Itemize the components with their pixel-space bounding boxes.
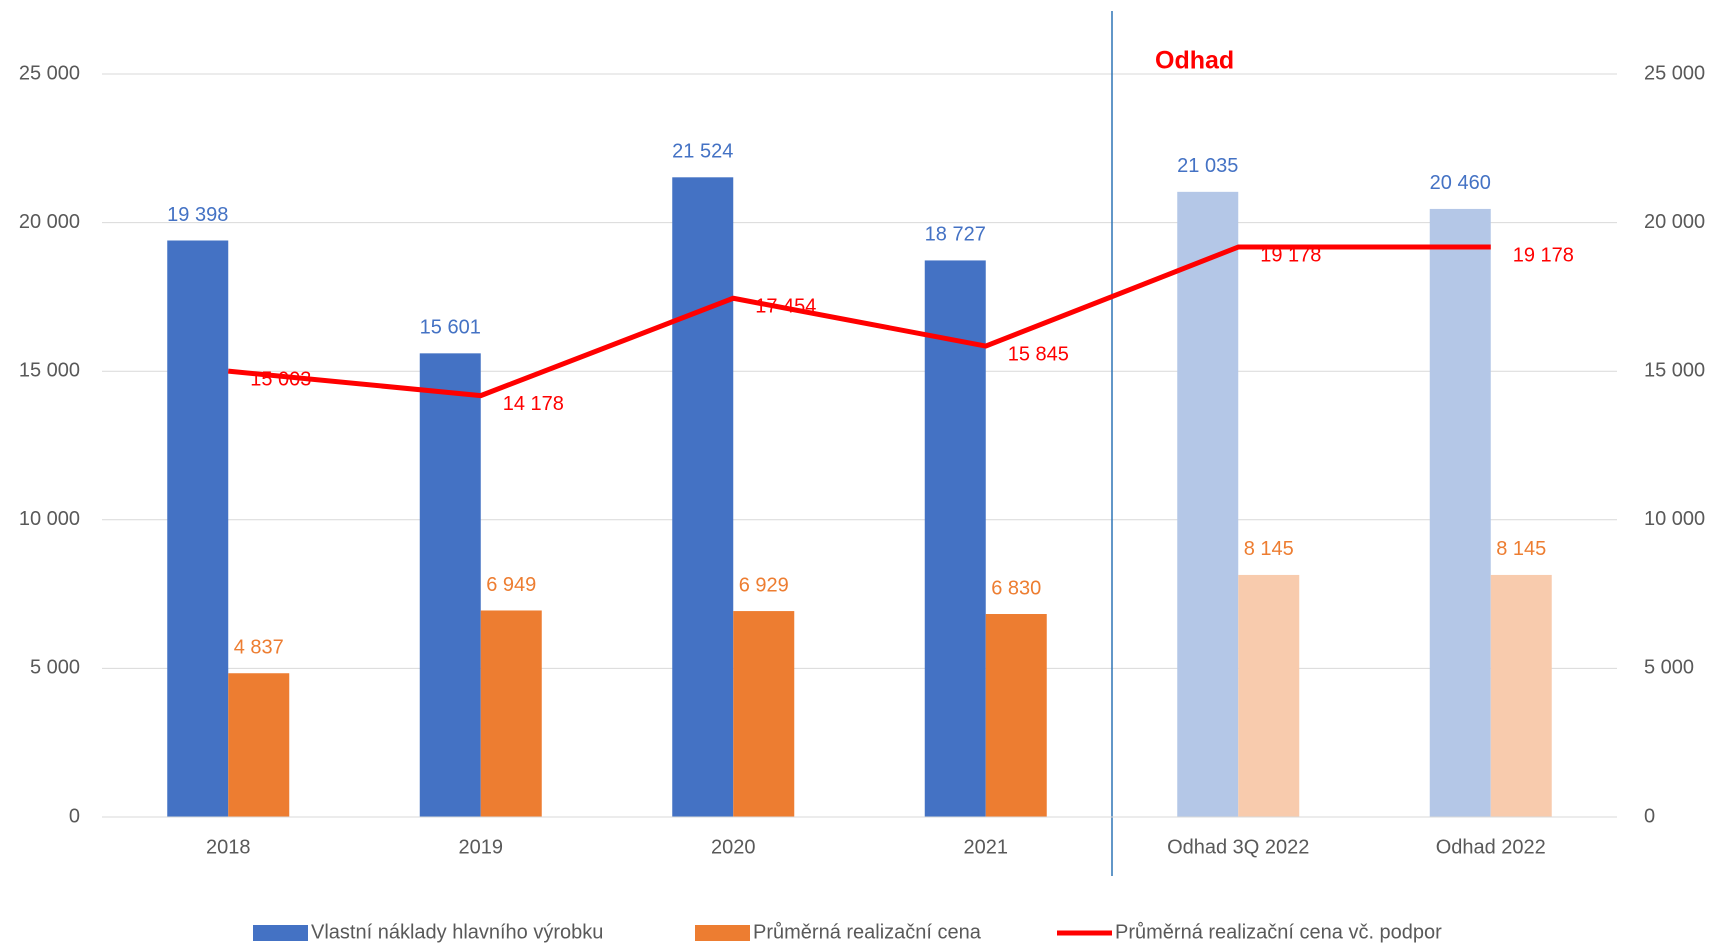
y2-tick-label: 10 000 (1644, 508, 1705, 530)
x-tick-label: Odhad 3Q 2022 (1167, 836, 1309, 858)
data-label: 15 845 (1008, 343, 1069, 365)
data-label: 15 601 (420, 317, 481, 339)
y2-tick-label: 5 000 (1644, 657, 1694, 679)
x-tick-label: 2018 (206, 836, 251, 858)
data-label: 15 003 (250, 368, 311, 390)
data-label: 20 460 (1430, 172, 1491, 194)
data-label: 8 145 (1244, 538, 1294, 560)
data-label: 17 454 (755, 296, 816, 318)
data-label: 21 524 (672, 141, 733, 163)
bar (1490, 574, 1552, 817)
x-tick-label: Odhad 2022 (1436, 836, 1546, 858)
y-tick-label: 20 000 (19, 211, 80, 233)
data-label: 19 178 (1513, 244, 1574, 266)
x-tick-label: 2020 (711, 836, 756, 858)
y-tick-label: 15 000 (19, 359, 80, 381)
bar (1429, 208, 1491, 817)
y2-tick-label: 20 000 (1644, 211, 1705, 233)
line (228, 244, 1491, 399)
data-label: 8 145 (1496, 538, 1546, 560)
bar (480, 610, 542, 817)
bar (924, 260, 986, 817)
legend-label: Vlastní náklady hlavního výrobku (311, 921, 603, 943)
legend-label: Průměrná realizační cena vč. podpor (1115, 921, 1442, 943)
x-tick-label: 2021 (964, 836, 1009, 858)
y-tick-label: 25 000 (19, 62, 80, 84)
data-label: 4 837 (234, 637, 284, 659)
legend-label: Průměrná realizační cena (753, 921, 982, 943)
bar (419, 353, 481, 817)
bar (672, 177, 734, 818)
y-tick-label: 10 000 (19, 508, 80, 530)
data-label: 21 035 (1177, 155, 1238, 177)
y2-tick-label: 15 000 (1644, 359, 1705, 381)
y2-tick-label: 25 000 (1644, 62, 1705, 84)
data-label: 18 727 (925, 224, 986, 246)
bar (1238, 574, 1300, 817)
bar (733, 611, 795, 817)
y-tick-label: 0 (69, 805, 80, 827)
bar (167, 240, 229, 817)
legend-swatch (695, 925, 750, 941)
legend-swatch (253, 925, 308, 941)
bar (1177, 191, 1239, 818)
data-label: 6 929 (739, 574, 789, 596)
bar (228, 673, 290, 817)
bar (985, 614, 1047, 817)
data-label: 6 830 (991, 577, 1041, 599)
data-label: 19 398 (167, 204, 228, 226)
data-label: 19 178 (1260, 244, 1321, 266)
data-label: 14 178 (503, 393, 564, 415)
data-label: 6 949 (486, 574, 536, 596)
x-tick-label: 2019 (459, 836, 504, 858)
y2-tick-label: 0 (1644, 805, 1655, 827)
y-tick-label: 5 000 (30, 657, 80, 679)
annotation: Odhad (1155, 47, 1234, 75)
